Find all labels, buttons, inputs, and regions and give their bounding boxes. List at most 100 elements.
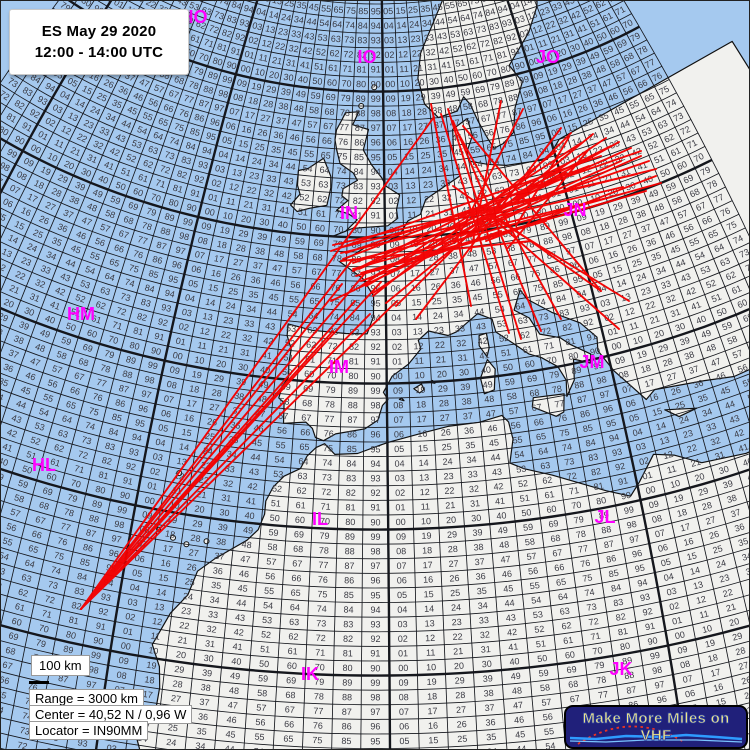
square-number: 01 (671, 615, 683, 627)
qso-path (352, 158, 577, 272)
square-number: 21 (445, 500, 456, 511)
square-number: 46 (714, 370, 727, 383)
square-number: 01 (398, 648, 408, 658)
square-number: 29 (447, 529, 458, 540)
square-number: 46 (606, 90, 619, 103)
square-number: 31 (28, 291, 41, 304)
square-number: 61 (14, 601, 26, 613)
square-number: 63 (718, 255, 731, 268)
square-number: 65 (299, 442, 310, 453)
square-number: 49 (230, 671, 241, 682)
parallel (1, 686, 749, 735)
qso-path (355, 220, 547, 277)
square-number: 78 (575, 529, 587, 541)
square-number: 45 (70, 243, 83, 256)
square-number: 36 (475, 571, 486, 582)
square-number: 16 (607, 249, 619, 261)
square-number: 77 (183, 93, 196, 106)
square-number: 35 (452, 294, 463, 305)
square-number: 72 (327, 341, 337, 351)
square-number: 57 (307, 119, 318, 130)
square-number: 48 (705, 342, 718, 355)
square-number: 44 (266, 306, 277, 317)
square-number: 85 (582, 422, 594, 434)
square-number: 50 (114, 180, 127, 193)
square-number: 82 (13, 98, 27, 112)
square-number: 94 (371, 167, 381, 177)
square-number: 91 (122, 475, 134, 487)
square-number: 79 (314, 677, 324, 687)
square-number: 52 (74, 292, 87, 305)
square-number: 15 (715, 696, 727, 708)
square-number: 75 (330, 297, 340, 307)
square-number: 51 (652, 152, 665, 165)
square-number: 79 (192, 65, 205, 78)
square-number: 91 (370, 503, 380, 513)
square-number: 05 (1, 210, 8, 223)
square-number: 14 (405, 166, 415, 176)
square-number: 05 (387, 152, 397, 162)
square-number: 07 (541, 98, 553, 110)
square-number: 53 (188, 1, 201, 13)
square-number: 99 (116, 504, 128, 516)
square-number: 67 (323, 121, 334, 132)
square-number: 28 (661, 356, 674, 368)
square-number: 90 (186, 202, 198, 214)
square-number: 31 (221, 492, 232, 503)
square-number: 67 (629, 64, 642, 77)
square-number: 10 (632, 334, 644, 346)
square-number: 02 (395, 488, 405, 498)
square-number: 27 (621, 228, 634, 241)
square-number: 87 (351, 269, 361, 279)
square-number: 55 (289, 294, 300, 305)
square-number: 00 (120, 640, 132, 652)
square-number: 35 (486, 732, 497, 743)
square-number: 20 (194, 503, 205, 514)
square-number: 56 (528, 565, 539, 576)
square-number: 51 (710, 291, 723, 304)
square-number: 29 (697, 485, 709, 497)
square-number: 47 (138, 76, 151, 89)
square-number: 97 (526, 102, 538, 114)
square-number: 54 (1, 550, 10, 562)
square-number: 96 (371, 138, 381, 148)
square-number: 86 (579, 408, 591, 420)
square-number: 39 (257, 231, 268, 242)
square-number: 02 (125, 611, 137, 623)
square-number: 48 (484, 394, 495, 405)
square-number: 81 (356, 64, 366, 74)
square-number: 08 (386, 108, 396, 118)
square-number: 84 (484, 6, 496, 18)
square-number: 18 (247, 95, 259, 107)
square-number: 82 (349, 342, 359, 352)
square-number: 24 (251, 156, 263, 168)
square-number: 44 (674, 257, 687, 270)
square-number: 92 (371, 196, 381, 206)
square-number: 02 (211, 177, 223, 189)
square-number: 87 (198, 98, 210, 110)
square-number: 74 (322, 458, 332, 468)
square-number: 21 (413, 63, 424, 74)
square-number: 57 (541, 697, 552, 708)
square-number: 25 (431, 296, 442, 307)
square-number: 89 (348, 385, 358, 395)
square-number: 34 (1, 390, 5, 403)
square-number: 41 (232, 641, 243, 652)
square-number: 20 (426, 223, 437, 234)
square-number: 58 (670, 194, 683, 207)
square-number: 51 (500, 347, 511, 358)
square-number: 80 (211, 55, 223, 67)
square-number: 90 (225, 59, 237, 71)
square-number: 38 (725, 492, 738, 505)
square-number: 71 (482, 52, 494, 64)
square-number: 74 (561, 441, 573, 453)
square-number: 00 (29, 142, 43, 155)
square-number: 38 (683, 349, 696, 362)
square-number: 36 (591, 96, 604, 109)
square-number: 78 (325, 399, 335, 409)
square-number: 77 (136, 234, 148, 246)
square-number: 96 (656, 694, 668, 706)
square-number: 17 (26, 191, 39, 204)
qso-path (507, 148, 590, 249)
square-number: 76 (580, 558, 592, 570)
